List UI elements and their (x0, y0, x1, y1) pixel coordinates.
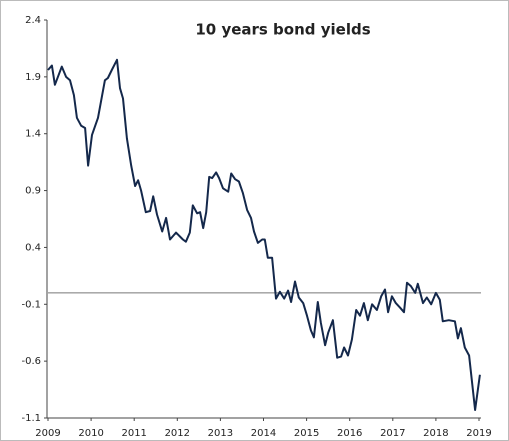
y-tick-label: -0.1 (21, 299, 41, 310)
x-tick-label: 2014 (251, 428, 276, 439)
x-tick-label: 2019 (466, 428, 491, 439)
y-tick-label: -1.1 (21, 413, 41, 424)
x-tick-label: 2013 (208, 428, 233, 439)
x-tick-label: 2010 (78, 428, 103, 439)
y-tick-label: 2.4 (25, 15, 41, 26)
y-tick-label: -0.6 (21, 356, 41, 367)
y-tick-label: 0.9 (25, 186, 41, 197)
y-tick-label: 1.4 (25, 129, 41, 140)
x-tick-label: 2015 (294, 428, 319, 439)
chart-title: 10 years bond yields (195, 21, 370, 39)
x-tick-label: 2012 (165, 428, 190, 439)
x-tick-label: 2009 (35, 428, 60, 439)
x-tick-label: 2017 (380, 428, 405, 439)
data-line (47, 58, 481, 411)
x-tick-label: 2018 (423, 428, 448, 439)
y-tick-label: 1.9 (25, 72, 41, 83)
x-tick-label: 2016 (337, 428, 362, 439)
y-tick-label: 0.4 (25, 242, 41, 253)
x-tick-label: 2011 (121, 428, 146, 439)
